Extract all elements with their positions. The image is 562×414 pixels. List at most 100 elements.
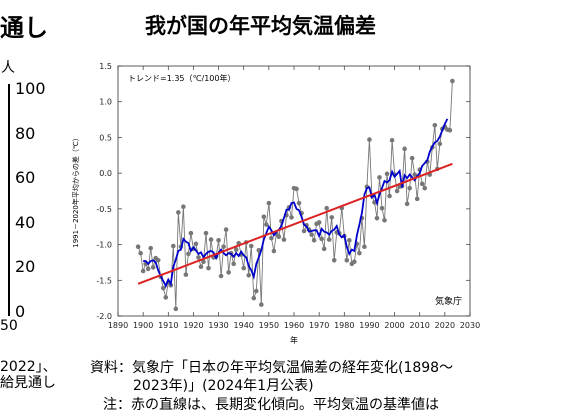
annual-anomaly-point <box>409 155 415 161</box>
annual-anomaly-point <box>407 185 412 191</box>
left-tick-label: 40 <box>15 213 36 232</box>
x-tick-label: 2030 <box>460 321 480 330</box>
annual-anomaly-point <box>276 234 282 240</box>
annual-anomaly-point <box>316 220 322 225</box>
annual-anomaly-point <box>294 186 299 192</box>
x-tick-label: 1910 <box>158 321 178 330</box>
x-tick-label: 1950 <box>259 321 279 330</box>
annual-anomaly-point <box>296 200 302 206</box>
x-tick-label: 1890 <box>108 321 128 330</box>
annual-anomaly-point <box>188 230 194 236</box>
x-axis-label: 年 <box>290 335 298 345</box>
annual-anomaly-point <box>221 244 226 250</box>
annual-anomaly-point <box>241 265 247 271</box>
left-panel-title-fragment: 通し <box>0 14 48 42</box>
annual-anomaly-point <box>208 237 214 242</box>
annual-anomaly-point <box>394 188 400 194</box>
left-tick-label: 60 <box>15 168 36 187</box>
x-tick-label: 1980 <box>334 321 354 330</box>
annual-anomaly-point <box>226 270 231 275</box>
annual-anomaly-point <box>437 141 443 147</box>
annual-anomaly-point <box>414 196 420 202</box>
trend-annotation: トレンド=1.35（℃/100年） <box>128 73 235 83</box>
left-tick-label: 0 <box>15 302 26 321</box>
annual-anomaly-point <box>367 137 372 142</box>
annual-anomaly-point <box>301 228 307 234</box>
annual-anomaly-point <box>357 250 362 256</box>
annual-anomaly-point <box>181 204 186 210</box>
annual-anomaly-point <box>201 259 206 265</box>
x-tick-label: 1960 <box>284 321 304 330</box>
annual-anomaly-point <box>193 241 199 247</box>
annual-anomaly-point <box>138 250 143 256</box>
annual-anomaly-point <box>198 264 204 270</box>
annual-anomaly-point <box>432 122 438 128</box>
y-tick-label: 0.5 <box>99 133 112 142</box>
annual-anomaly-point <box>422 185 428 191</box>
annual-anomaly-point <box>173 306 179 312</box>
annual-anomaly-point <box>412 172 417 177</box>
y-axis-label: 1991－2020年平均からの差（℃） <box>71 134 80 248</box>
annual-anomaly-point <box>248 243 254 249</box>
annual-anomaly-point <box>387 193 392 199</box>
source-note-line1: 資料：気象庁「日本の年平均気温偏差の経年変化(1898〜 <box>90 360 454 376</box>
left-tick-label: 100 <box>15 79 46 98</box>
x-tick-label: 2020 <box>435 321 455 330</box>
annual-anomaly-point <box>135 244 141 250</box>
y-tick-label: -1.5 <box>96 276 112 285</box>
annual-anomaly-point <box>324 205 329 211</box>
annual-anomaly-point <box>216 237 221 243</box>
annual-anomaly-point <box>163 295 169 300</box>
annual-anomaly-point <box>203 230 209 236</box>
annual-anomaly-point <box>326 237 332 242</box>
credit-label: 気象庁 <box>435 295 462 307</box>
annual-anomaly-point <box>206 265 211 271</box>
annual-anomaly-point <box>148 245 153 251</box>
x-tick-label: 1940 <box>234 321 254 330</box>
annual-anomaly-point <box>140 268 146 274</box>
annual-anomaly-point <box>171 243 176 249</box>
annual-anomaly-point <box>319 236 324 242</box>
x-tick-label: 1900 <box>133 321 153 330</box>
annual-anomaly-point <box>160 285 166 291</box>
left-panel-footnote-line1: 2022」、 <box>0 359 57 375</box>
y-tick-label: -0.5 <box>96 205 112 214</box>
annual-anomaly-point <box>344 257 350 263</box>
x-tick-label: 1970 <box>309 321 329 330</box>
annual-anomaly-point <box>329 215 335 220</box>
temperature-anomaly-chart: 1.5 1.0 0.5 0.0 -0.5 -1.0 -1.5 -2.0 1890 1900 191… <box>71 62 480 345</box>
annual-anomaly-point <box>196 255 201 260</box>
left-tick-label: 80 <box>15 124 36 143</box>
annual-anomaly-point <box>384 171 390 177</box>
trend-line <box>137 162 453 285</box>
annual-anomaly-point <box>374 215 380 221</box>
annual-anomaly-point <box>321 246 327 252</box>
annual-anomaly-point <box>450 78 455 84</box>
annual-anomaly-point <box>253 288 259 294</box>
annual-anomaly-point <box>289 215 294 220</box>
x-tick-label: 1990 <box>359 321 379 330</box>
annual-anomaly-point <box>347 237 352 243</box>
annual-anomaly-point <box>183 272 189 277</box>
annual-anomaly-point <box>402 146 407 152</box>
y-tick-label: 1.5 <box>99 62 112 71</box>
annual-anomaly-point <box>231 261 236 267</box>
annual-anomaly-point <box>379 205 385 211</box>
annual-anomaly-point <box>251 295 257 301</box>
annual-anomaly-point <box>176 210 181 215</box>
x-tick-label: 2010 <box>410 321 430 330</box>
chart-title: 我が国の年平均気温偏差 <box>145 14 376 38</box>
annual-anomaly-point <box>218 273 224 279</box>
annual-anomaly-point <box>261 214 267 220</box>
annual-anomaly-point <box>155 257 161 263</box>
annual-anomaly-point <box>259 302 264 307</box>
annual-anomaly-point <box>246 272 252 278</box>
source-note-line2: 2023年)」(2024年1月公表) <box>133 378 314 394</box>
x-tick-label: 2000 <box>384 321 404 330</box>
annual-anomaly-point <box>362 244 367 250</box>
annual-anomaly-point <box>150 265 156 270</box>
annual-anomaly-point <box>186 251 191 257</box>
left-panel-footnote-line2: 給見通し <box>0 375 56 391</box>
annual-anomaly-point <box>233 247 239 252</box>
annual-anomaly-point <box>269 235 274 241</box>
